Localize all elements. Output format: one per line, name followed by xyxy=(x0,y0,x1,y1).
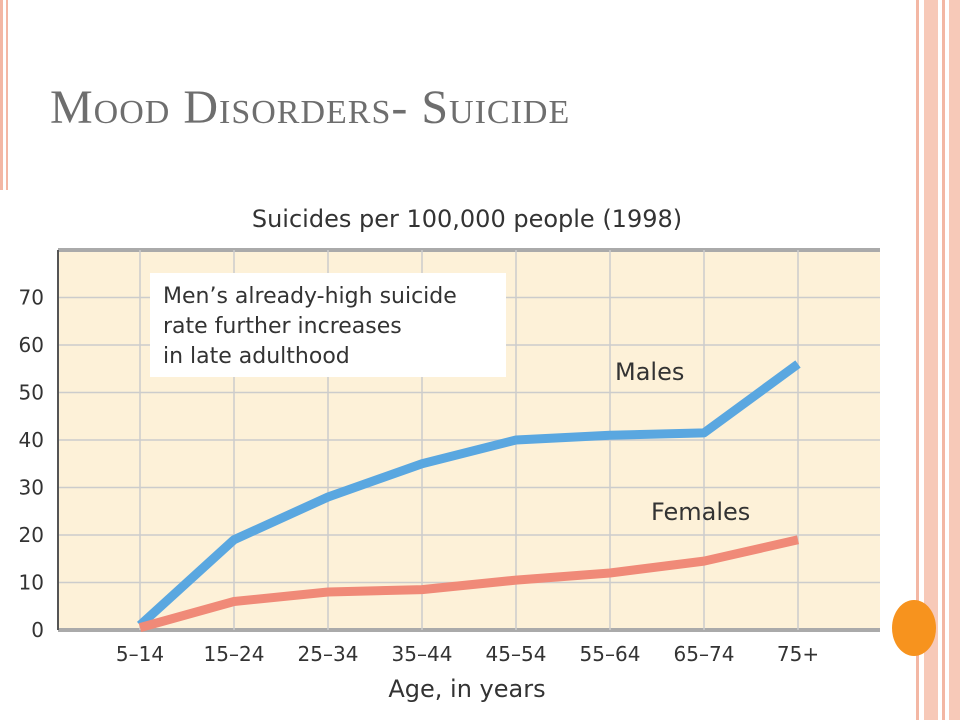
suicide-rate-chart: Suicides per 100,000 people (1998) Men’s… xyxy=(19,205,880,703)
y-tick-label: 20 xyxy=(19,523,44,547)
x-tick-label: 5–14 xyxy=(116,642,164,666)
y-tick-label: 40 xyxy=(19,428,44,452)
right-stripe-decoration xyxy=(916,0,960,720)
x-tick-label: 75+ xyxy=(777,642,819,666)
x-tick-label: 45–54 xyxy=(486,642,547,666)
annotation-line: in late adulthood xyxy=(163,344,350,369)
chart-title: Suicides per 100,000 people (1998) xyxy=(252,205,682,233)
left-accent-bar xyxy=(0,0,3,190)
x-axis-ticks: 5–14 15–24 25–34 35–44 45–54 55–64 65–74 75+ xyxy=(116,642,819,666)
x-tick-label: 15–24 xyxy=(204,642,265,666)
y-tick-label: 60 xyxy=(19,333,44,357)
series-line-males xyxy=(136,360,801,629)
y-tick-label: 0 xyxy=(31,618,44,642)
y-axis-ticks: 0 10 20 30 40 50 60 70 xyxy=(19,286,44,643)
y-tick-label: 10 xyxy=(19,571,44,595)
series-line-females xyxy=(138,535,799,632)
series-label-females: Females xyxy=(651,498,750,526)
series-lines xyxy=(136,360,801,632)
y-tick-label: 70 xyxy=(19,286,44,310)
orange-circle-decoration xyxy=(892,600,936,656)
x-tick-label: 35–44 xyxy=(392,642,453,666)
x-tick-label: 55–64 xyxy=(580,642,641,666)
x-tick-label: 25–34 xyxy=(298,642,359,666)
left-accent-bar-thin xyxy=(6,0,8,190)
annotation-box: Men’s already-high suicide rate further … xyxy=(150,273,506,377)
y-tick-label: 50 xyxy=(19,381,44,405)
series-label-males: Males xyxy=(615,358,684,386)
annotation-line: rate further increases xyxy=(163,314,402,339)
annotation-line: Men’s already-high suicide xyxy=(163,284,457,309)
slide-title: Mood Disorders- Suicide xyxy=(50,81,571,134)
y-tick-label: 30 xyxy=(19,476,44,500)
x-tick-label: 65–74 xyxy=(674,642,735,666)
x-axis-label: Age, in years xyxy=(388,675,545,703)
